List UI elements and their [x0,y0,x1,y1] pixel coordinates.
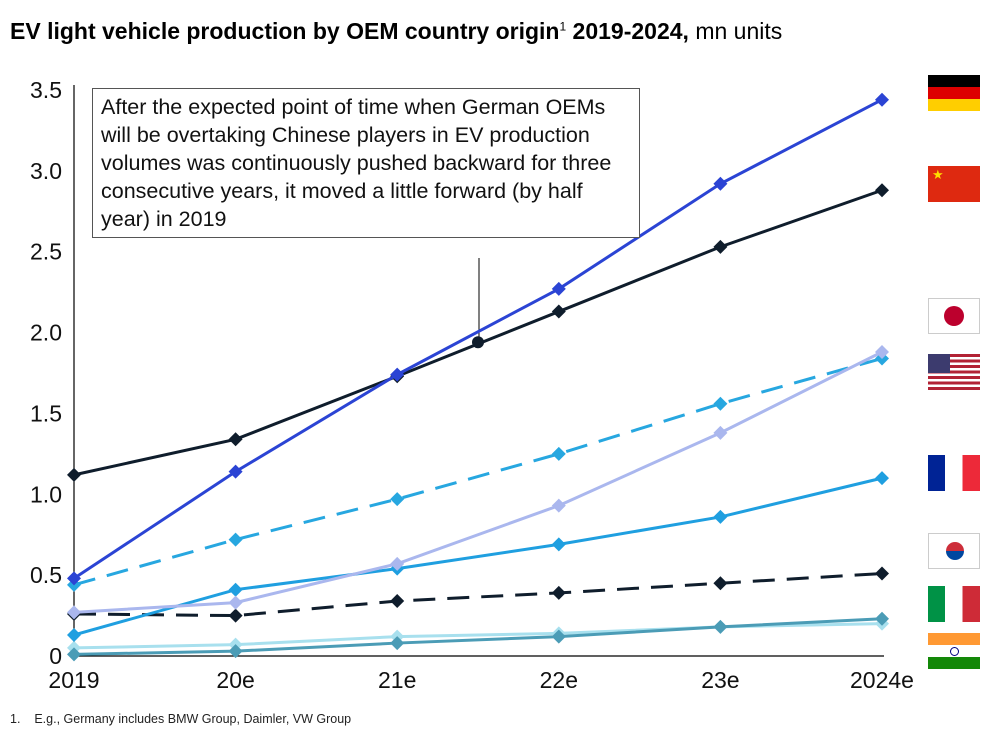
data-point [67,627,81,642]
series-line-italy [73,617,883,656]
data-point [713,239,728,254]
data-point [713,176,728,191]
data-point [390,367,405,382]
data-point [390,594,405,609]
series-line-usa [73,357,883,587]
x-tick-label: 2024e [850,667,914,693]
data-point [228,532,243,547]
y-tick-label: 1.0 [30,481,62,507]
data-point [551,304,566,319]
korea-flag-icon [928,533,980,569]
data-point [551,281,566,296]
chart-title: EV light vehicle production by OEM count… [10,18,783,44]
data-point [228,595,243,610]
data-point [713,576,728,591]
series-line-korea [73,572,883,618]
data-point [551,629,566,644]
crossover-point [472,336,484,349]
y-tick-label: 2.5 [30,239,62,265]
data-point [228,582,243,597]
y-tick-label: 0 [49,643,62,669]
series-line-germany [73,98,883,580]
data-point [875,92,889,107]
series-line-india [73,622,883,650]
x-tick-label: 23e [701,667,739,693]
data-point [875,183,889,198]
china-flag-icon: ★ [928,166,980,202]
x-tick-label: 21e [378,667,416,693]
data-point [67,647,81,662]
data-point [551,585,566,600]
data-point [713,425,728,440]
x-tick-label: 2019 [48,667,99,693]
france-flag-icon [928,455,980,491]
data-point [551,498,566,513]
data-point [67,605,81,620]
y-tick-label: 3.5 [30,77,62,103]
data-point [228,464,243,479]
x-tick-label: 20e [216,667,254,693]
data-point [390,492,405,507]
data-point [713,396,728,411]
y-tick-label: 1.5 [30,400,62,426]
y-tick-label: 3.0 [30,158,62,184]
data-point [228,644,243,659]
data-point [713,619,728,634]
data-point [875,611,889,626]
y-tick-label: 2.0 [30,320,62,346]
italy-flag-icon [928,586,980,622]
germany-flag-icon [928,75,980,111]
data-point [875,471,889,486]
data-point [67,571,81,586]
data-point [875,344,889,359]
usa-flag-icon [928,354,980,390]
series-line-japan [73,350,883,614]
annotation-box: After the expected point of time when Ge… [92,88,640,238]
data-point [67,467,81,482]
japan-flag-icon [928,298,980,334]
footnote: 1. E.g., Germany includes BMW Group, Dai… [10,712,352,726]
data-point [390,556,405,571]
data-point [228,608,243,623]
data-point [228,432,243,447]
y-tick-label: 0.5 [30,562,62,588]
data-point [713,509,728,524]
x-tick-label: 22e [540,667,578,693]
data-point [551,446,566,461]
series-line-france [73,476,883,637]
data-point [551,537,566,552]
data-point [875,566,889,581]
data-point [390,636,405,651]
india-flag-icon [928,633,980,669]
